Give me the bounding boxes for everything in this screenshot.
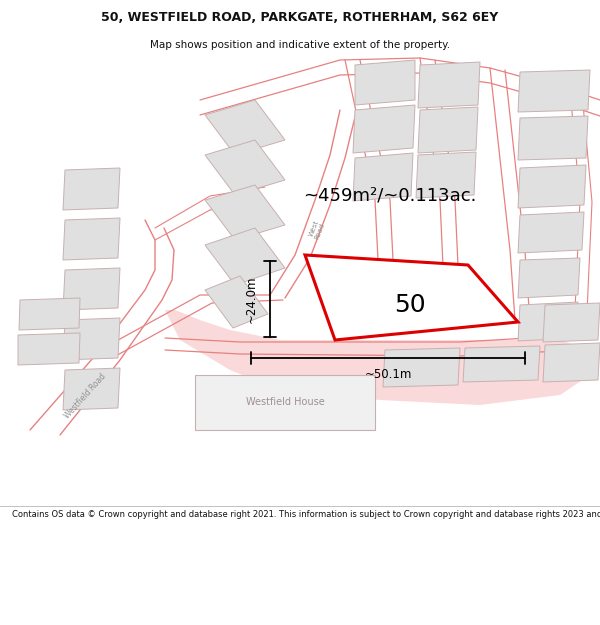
Polygon shape	[19, 298, 80, 330]
Text: Map shows position and indicative extent of the property.: Map shows position and indicative extent…	[150, 39, 450, 49]
Polygon shape	[418, 107, 478, 153]
Polygon shape	[518, 302, 578, 341]
Polygon shape	[165, 310, 590, 405]
Text: 50: 50	[394, 293, 426, 317]
Polygon shape	[305, 255, 518, 340]
Polygon shape	[63, 218, 120, 260]
Text: ~50.1m: ~50.1m	[364, 368, 412, 381]
Polygon shape	[518, 116, 588, 160]
Polygon shape	[518, 70, 590, 112]
Polygon shape	[355, 60, 415, 105]
Polygon shape	[205, 276, 268, 328]
Polygon shape	[205, 185, 285, 240]
Polygon shape	[205, 228, 285, 285]
Polygon shape	[383, 348, 460, 387]
Polygon shape	[18, 333, 80, 365]
Polygon shape	[543, 303, 600, 342]
Polygon shape	[205, 140, 285, 195]
Polygon shape	[205, 100, 285, 155]
Polygon shape	[63, 268, 120, 310]
Text: 50, WESTFIELD ROAD, PARKGATE, ROTHERHAM, S62 6EY: 50, WESTFIELD ROAD, PARKGATE, ROTHERHAM,…	[101, 11, 499, 24]
Polygon shape	[518, 165, 586, 208]
Polygon shape	[518, 258, 580, 298]
Text: Westfield House: Westfield House	[245, 397, 325, 407]
Polygon shape	[518, 212, 584, 253]
Text: West
Road: West Road	[308, 219, 326, 241]
Text: ~24.0m: ~24.0m	[245, 275, 258, 322]
Polygon shape	[416, 152, 476, 198]
Polygon shape	[63, 168, 120, 210]
Text: Contains OS data © Crown copyright and database right 2021. This information is : Contains OS data © Crown copyright and d…	[12, 510, 600, 519]
Text: Westfield Road: Westfield Road	[62, 371, 107, 420]
Polygon shape	[195, 375, 375, 430]
Polygon shape	[463, 346, 540, 382]
Polygon shape	[353, 153, 413, 201]
Polygon shape	[63, 318, 120, 360]
Polygon shape	[543, 343, 600, 382]
Polygon shape	[353, 105, 415, 153]
Text: ~459m²/~0.113ac.: ~459m²/~0.113ac.	[304, 186, 476, 204]
Polygon shape	[418, 62, 480, 108]
Polygon shape	[63, 368, 120, 410]
